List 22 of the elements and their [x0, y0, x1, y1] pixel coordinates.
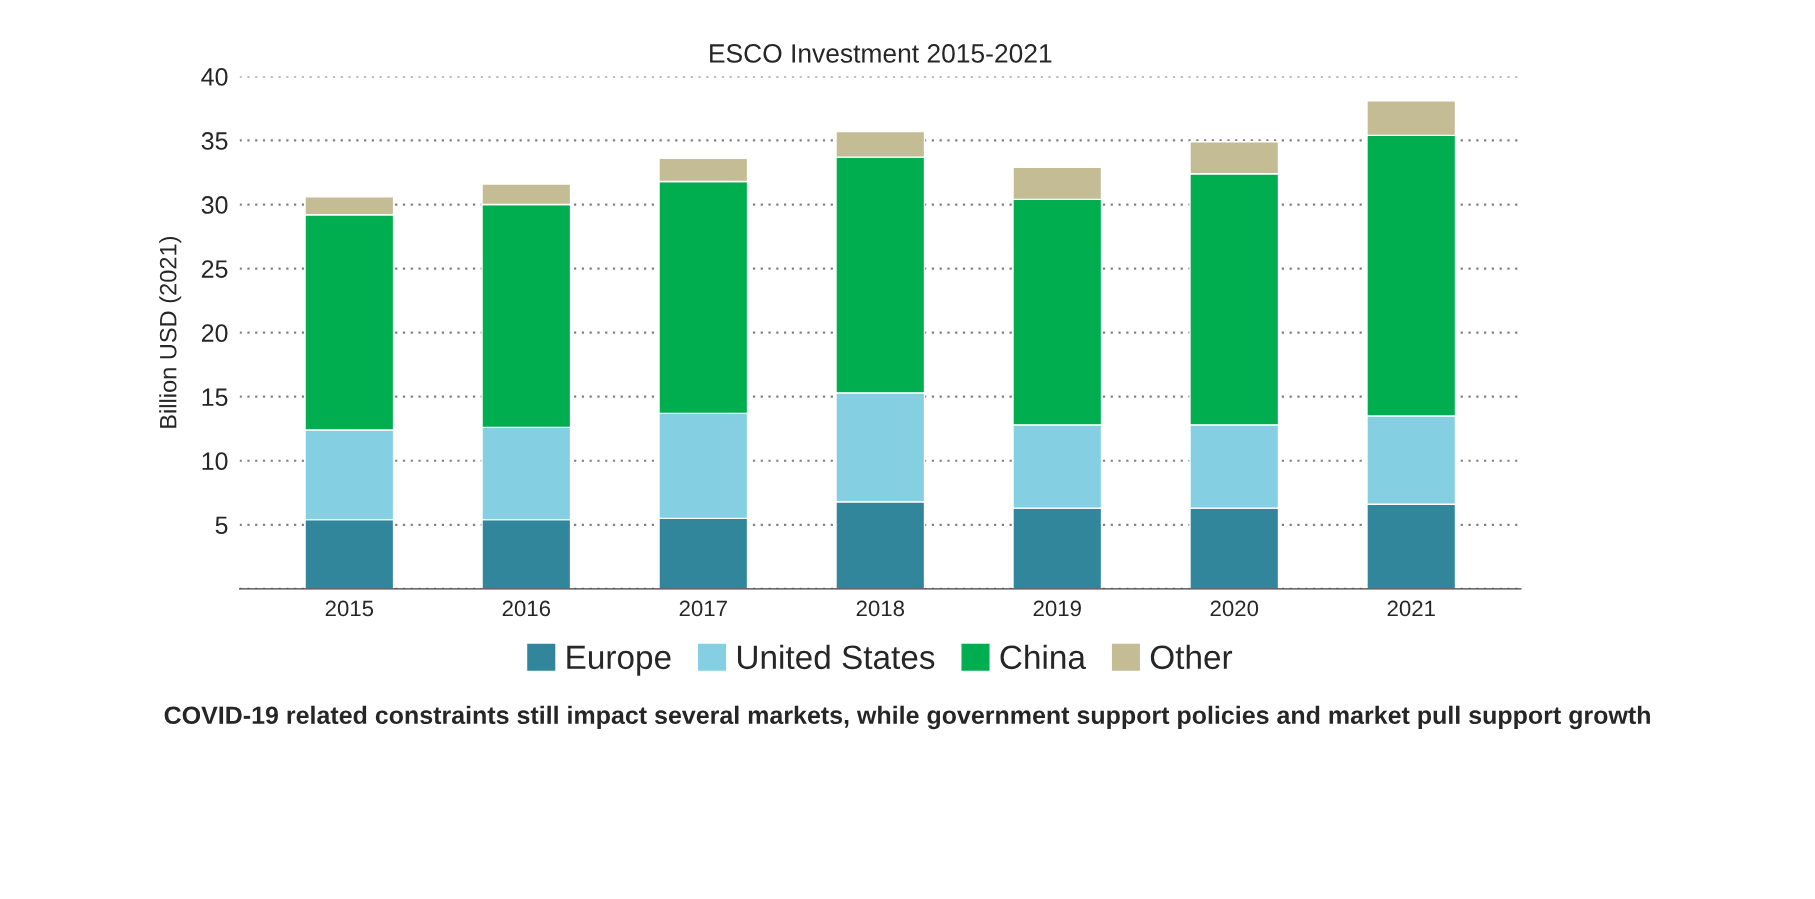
x-tick-label: 2018 [856, 600, 905, 617]
y-tick-label: 10 [202, 452, 228, 471]
y-tick-label: 15 [202, 388, 228, 406]
x-tick-label: 2015 [325, 600, 374, 617]
x-tick-label: 2021 [1387, 600, 1435, 617]
x-tick-label: 2019 [1033, 600, 1081, 617]
y-tick-label: 25 [201, 260, 228, 278]
legend-label: China [1000, 644, 1086, 670]
x-tick-label: 2017 [679, 600, 727, 617]
legend-label: Other [1150, 644, 1233, 670]
y-tick-label: 30 [201, 196, 228, 214]
y-axis-title: Billion USD (2021) [159, 236, 182, 428]
y-tick-label: 5 [215, 516, 228, 535]
y-tick-label: 35 [201, 132, 228, 150]
chart-title: ESCO Investment 2015-2021 [710, 44, 1052, 63]
y-tick-label: 40 [201, 68, 228, 86]
legend-label: Europe [567, 645, 671, 676]
text: COVID-19 related constraints still impact several markets, while government support policies and market pull support growth [164, 705, 1650, 730]
x-tick-label: 2016 [502, 600, 551, 617]
legend-label: United States [737, 644, 935, 670]
y-tick-label: 20 [201, 324, 228, 342]
x-tick-label: 2020 [1210, 600, 1259, 617]
